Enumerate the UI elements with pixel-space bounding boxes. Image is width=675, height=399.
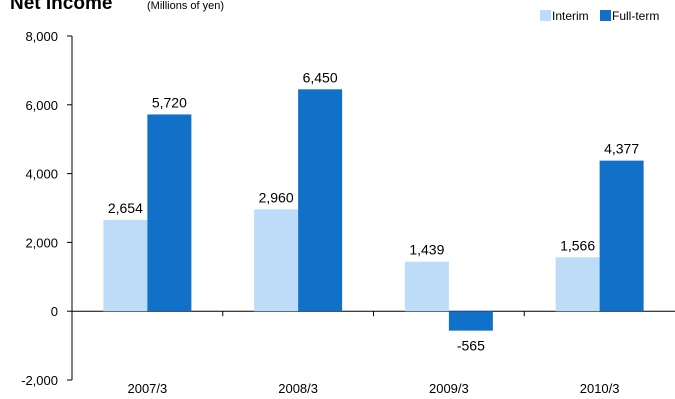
bar-full-term xyxy=(599,160,644,312)
bars xyxy=(103,89,644,331)
legend-swatch-full-term xyxy=(600,10,611,21)
bar-interim xyxy=(555,257,600,312)
y-tick-label: 2,000 xyxy=(25,235,58,250)
legend: Interim Full-term xyxy=(540,9,659,23)
x-tick-label: 2010/3 xyxy=(580,381,620,396)
bar-interim xyxy=(103,219,148,312)
y-tick-label: 8,000 xyxy=(25,29,58,44)
bar-full-term xyxy=(298,89,343,312)
bar-interim xyxy=(254,209,299,312)
bar-full-term xyxy=(147,114,192,312)
legend-label-full-term: Full-term xyxy=(612,9,659,23)
data-labels: 2,654 2,960 1,439 1,566 5,720 6,450 -565 4,377 xyxy=(108,69,639,353)
data-label-interim: 2,654 xyxy=(108,200,143,216)
chart-subtitle: (Millions of yen) xyxy=(147,0,224,12)
data-label-full-term: 6,450 xyxy=(303,69,338,85)
x-tick-label: 2009/3 xyxy=(429,381,469,396)
data-label-interim: 1,439 xyxy=(409,242,444,258)
y-tick-label: -2,000 xyxy=(21,373,58,388)
y-tick-label: 6,000 xyxy=(25,98,58,113)
x-tick-label: 2008/3 xyxy=(278,381,318,396)
data-label-interim: 2,960 xyxy=(259,189,294,205)
legend-label-interim: Interim xyxy=(552,9,589,23)
x-tick-label: 2007/3 xyxy=(127,381,167,396)
data-label-full-term: 4,377 xyxy=(604,141,639,157)
data-label-full-term: 5,720 xyxy=(152,94,187,110)
legend-swatch-interim xyxy=(540,10,551,21)
data-label-interim: 1,566 xyxy=(560,237,595,253)
bar-interim xyxy=(404,261,449,312)
bar-full-term xyxy=(448,311,493,331)
y-tick-label: 0 xyxy=(51,304,58,319)
data-label-full-term: -565 xyxy=(457,338,485,354)
axes: -2,000 0 2,000 4,000 6,000 8,000 2007/3 2008/3 2… xyxy=(21,29,675,396)
y-tick-label: 4,000 xyxy=(25,167,58,182)
chart-title: Net Income xyxy=(10,0,112,14)
